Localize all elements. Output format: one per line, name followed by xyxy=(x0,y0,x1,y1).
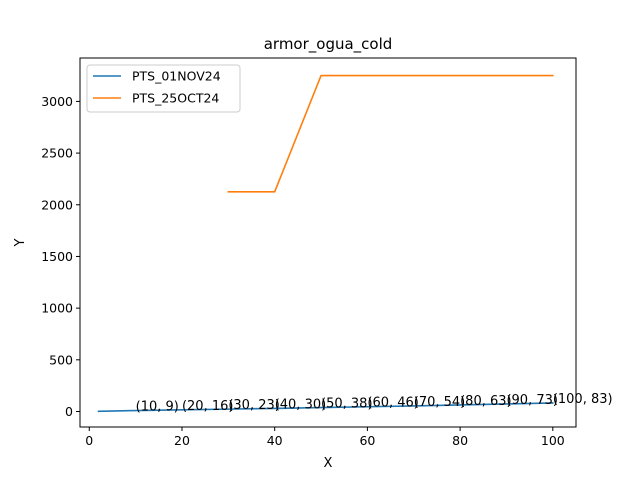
y-axis-label: Y xyxy=(13,238,28,247)
x-tick-label: 100 xyxy=(541,433,565,448)
series-line-2 xyxy=(227,74,554,193)
y-axis-ticks: 0 500 1000 1500 2000 2500 3000 xyxy=(41,94,80,419)
y-tick-label: 2500 xyxy=(41,146,73,161)
x-axis-label: X xyxy=(324,456,333,471)
plot-frame xyxy=(79,57,577,428)
legend-entries: PTS_01NOV24 PTS_25OCT24 xyxy=(93,69,221,106)
y-tick-label: 1500 xyxy=(41,249,73,264)
y-tick-label: 3000 xyxy=(41,94,73,109)
legend-box xyxy=(86,64,241,113)
point-annotation: (40, 30) xyxy=(275,397,327,412)
series-line-1 xyxy=(97,402,554,413)
x-tick-label: 0 xyxy=(85,433,93,448)
x-tick-label: 60 xyxy=(359,433,375,448)
point-annotation: (80, 63) xyxy=(460,394,512,409)
x-tick-label: 80 xyxy=(452,433,468,448)
chart-title: armor_ogua_cold xyxy=(264,35,393,54)
plot-series xyxy=(97,74,554,413)
point-annotation: (10, 9) xyxy=(136,400,179,415)
y-tick-label: 0 xyxy=(65,404,73,419)
point-annotation: (30, 23) xyxy=(228,398,279,413)
x-axis-ticks: 0 20 40 60 80 100 xyxy=(85,427,565,448)
legend-label-2: PTS_25OCT24 xyxy=(132,91,219,106)
point-annotation: (100, 83) xyxy=(553,392,613,407)
x-tick-label: 20 xyxy=(174,433,190,448)
y-tick-label: 1000 xyxy=(41,301,73,316)
point-annotation: (70, 54) xyxy=(414,395,466,410)
point-annotations: (10, 9) (20, 16)(30, 23)(40, 30)(50, 38)(… xyxy=(136,392,613,415)
legend-label-1: PTS_01NOV24 xyxy=(132,69,221,84)
point-annotation: (50, 38) xyxy=(321,397,373,412)
point-annotation: (60, 46) xyxy=(367,396,419,411)
point-annotation: (90, 73) xyxy=(506,393,558,408)
x-tick-label: 40 xyxy=(267,433,283,448)
y-tick-label: 2000 xyxy=(41,197,73,212)
point-annotation: (20, 16) xyxy=(182,399,234,414)
y-tick-label: 500 xyxy=(49,352,73,367)
legend: PTS_01NOV24 PTS_25OCT24 xyxy=(86,64,241,113)
